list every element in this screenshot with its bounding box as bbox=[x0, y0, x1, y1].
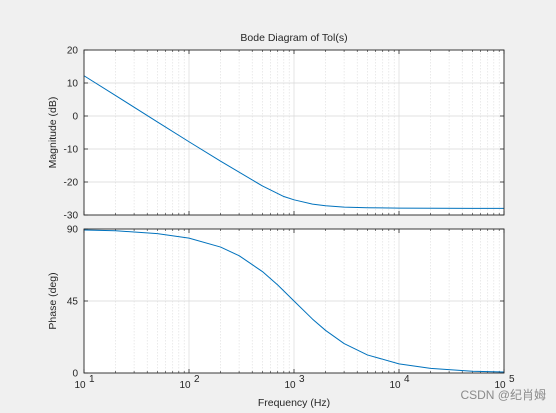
y-tick-label: -10 bbox=[64, 145, 79, 156]
y-axis-label: Magnitude (dB) bbox=[47, 97, 59, 169]
x-axis-label: Frequency (Hz) bbox=[258, 397, 330, 409]
x-tick-label: 10 bbox=[74, 380, 86, 391]
axes-box bbox=[83, 228, 505, 374]
x-tick-label: 10 bbox=[179, 380, 191, 391]
panel-magnitude: 20 10 0 -10 -20 -30 Magnitude (dB) bbox=[47, 46, 505, 222]
y-axis-label: Phase (deg) bbox=[47, 272, 59, 329]
x-tick-exponent: 2 bbox=[194, 374, 200, 385]
x-tick-exponent: 3 bbox=[299, 374, 305, 385]
y-tick-label: 20 bbox=[67, 46, 79, 57]
y-tick-label: 90 bbox=[67, 225, 79, 236]
series-line-magnitude bbox=[83, 75, 504, 209]
axes-box bbox=[83, 49, 505, 216]
panel-phase: 90 45 0 Phase (deg) bbox=[47, 225, 505, 380]
series-line-phase bbox=[83, 229, 505, 373]
y-tick-label: -30 bbox=[64, 211, 79, 222]
chart-title: Bode Diagram of Tol(s) bbox=[240, 32, 347, 44]
watermark-text: CSDN @纪肖姆 bbox=[460, 388, 546, 402]
y-tick-label: 0 bbox=[72, 369, 78, 380]
y-tick-label: 10 bbox=[67, 79, 79, 90]
x-tick-exponent: 5 bbox=[509, 374, 515, 385]
y-tick-label: 0 bbox=[72, 112, 78, 123]
x-tick-exponent: 4 bbox=[404, 374, 410, 385]
x-tick-label: 10 bbox=[284, 380, 296, 391]
y-tick-label: 45 bbox=[67, 297, 79, 308]
y-tick-label: -20 bbox=[64, 178, 79, 189]
x-tick-label: 10 bbox=[389, 380, 401, 391]
x-tick-label: 10 bbox=[494, 380, 506, 391]
x-tick-exponent: 1 bbox=[89, 374, 95, 385]
